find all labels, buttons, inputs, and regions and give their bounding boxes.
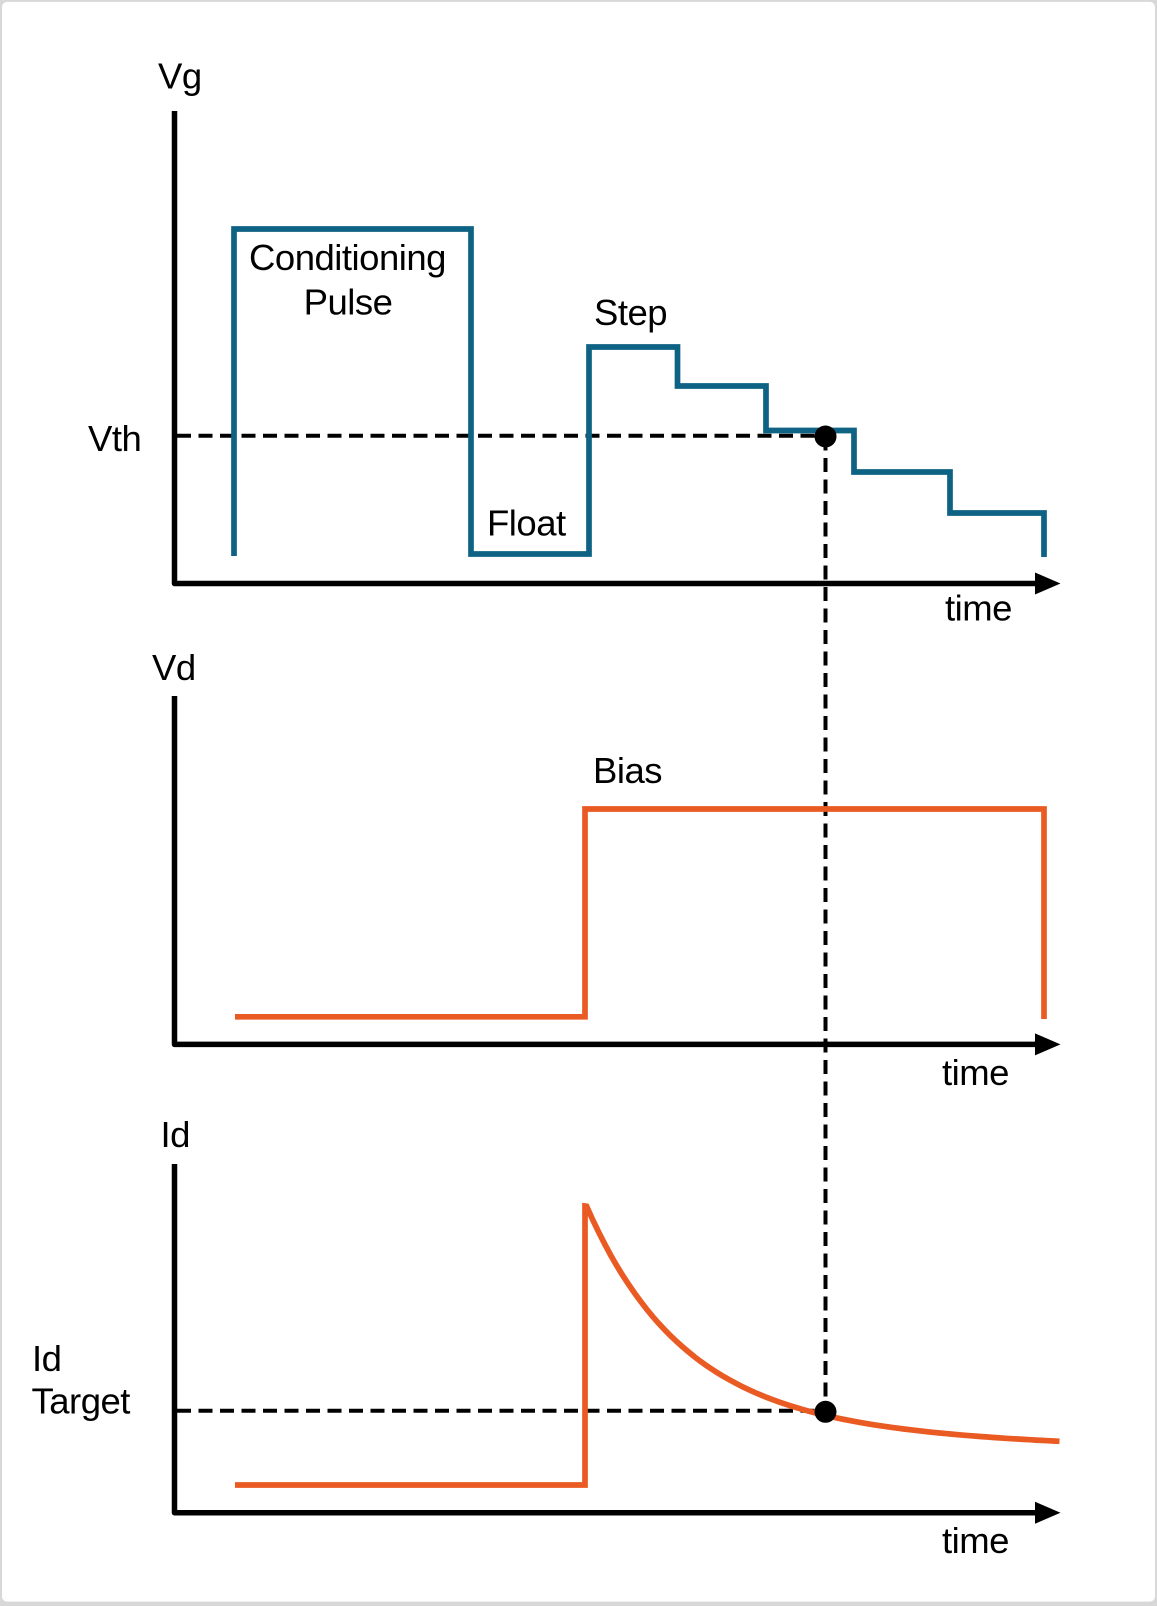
svg-text:Float: Float [487,503,566,544]
svg-text:time: time [945,588,1012,629]
svg-text:time: time [942,1520,1009,1561]
svg-text:Step: Step [594,292,667,333]
svg-text:Vd: Vd [152,647,196,688]
svg-text:Id: Id [161,1114,190,1155]
svg-text:Vg: Vg [158,56,202,97]
svg-text:Id: Id [32,1338,61,1379]
svg-text:time: time [942,1052,1009,1093]
svg-text:Vth: Vth [88,418,141,459]
svg-text:Target: Target [32,1381,131,1422]
svg-text:Bias: Bias [593,750,662,791]
svg-text:Conditioning: Conditioning [249,237,446,278]
svg-text:Pulse: Pulse [304,282,393,323]
